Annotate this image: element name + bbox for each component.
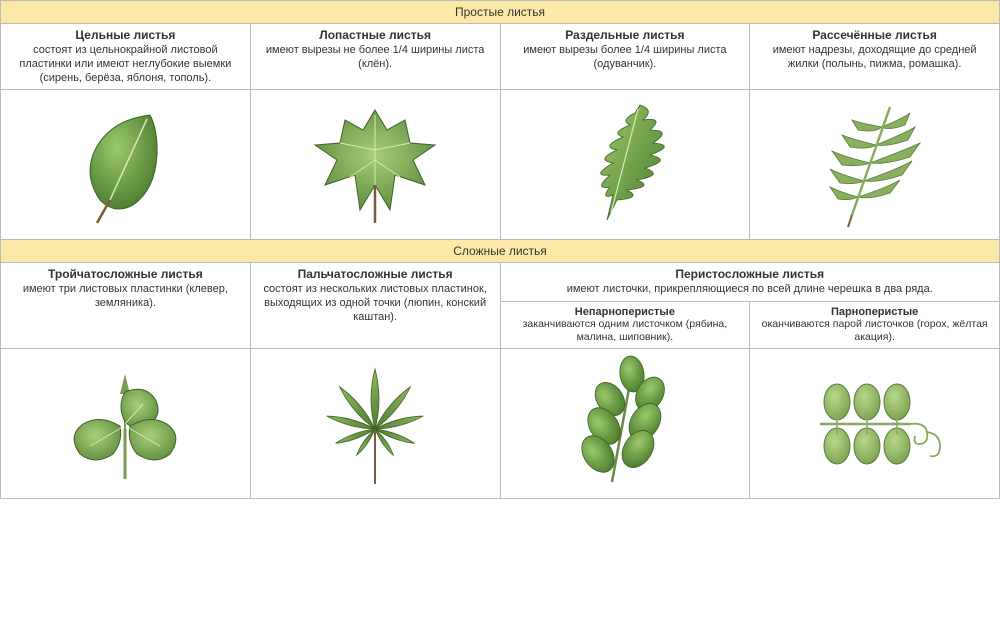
simple-type-3: Рассечённые листья имеют надрезы, доходя… <box>750 24 1000 90</box>
simple-header: Простые листья <box>1 1 1000 24</box>
compound-type-0: Тройчатосложные листья имеют три листовы… <box>1 263 251 349</box>
compound-subtype-0: Непарноперистые заканчиваются одним лист… <box>500 302 750 349</box>
leaf-image-odd-pinnate <box>500 349 750 499</box>
type-desc: состоят из цельнокрайной листовой пласти… <box>7 44 244 85</box>
trifoliate-leaf-icon <box>45 354 205 494</box>
type-title: Цельные листья <box>7 28 244 42</box>
simple-types-row: Цельные листья состоят из цельнокрайной … <box>1 24 1000 90</box>
type-title: Раздельные листья <box>507 28 744 42</box>
compound-header: Сложные листья <box>1 240 1000 263</box>
compound-subtype-1: Парноперистые оканчиваются парой листочк… <box>750 302 1000 349</box>
simple-images-row <box>1 90 1000 240</box>
type-title: Пальчатосложные листья <box>257 267 494 281</box>
compound-images-row <box>1 349 1000 499</box>
type-desc: имеют надрезы, доходящие до средней жилк… <box>756 44 993 72</box>
type-desc: имеют три листовых пластинки (клевер, зе… <box>7 283 244 311</box>
odd-pinnate-leaf-icon <box>560 354 690 494</box>
simple-type-0: Цельные листья состоят из цельнокрайной … <box>1 24 251 90</box>
subtype-title: Непарноперистые <box>507 306 744 318</box>
type-title: Тройчатосложные листья <box>7 267 244 281</box>
simple-header-row: Простые листья <box>1 1 1000 24</box>
subtype-title: Парноперистые <box>756 306 993 318</box>
even-pinnate-leaf-icon <box>795 354 955 494</box>
palmate-leaf-icon <box>285 354 465 494</box>
compound-types-row: Тройчатосложные листья имеют три листовы… <box>1 263 1000 302</box>
subtype-desc: оканчиваются парой листочков (горох, жёл… <box>756 318 993 344</box>
type-desc: состоят из нескольких листовых пластинок… <box>257 283 494 324</box>
type-title: Перистосложные листья <box>507 267 994 281</box>
type-desc: имеют вырезы не более 1/4 ширины листа (… <box>257 44 494 72</box>
compound-type-1: Пальчатосложные листья состоят из нескол… <box>250 263 500 349</box>
leaf-image-entire <box>1 90 251 240</box>
divided-leaf-icon <box>565 95 685 235</box>
lobed-leaf-icon <box>295 95 455 235</box>
compound-header-row: Сложные листья <box>1 240 1000 263</box>
simple-type-1: Лопастные листья имеют вырезы не более 1… <box>250 24 500 90</box>
entire-leaf-icon <box>55 95 195 235</box>
leaf-classification-table: Простые листья Цельные листья состоят из… <box>0 0 1000 499</box>
dissected-leaf-icon <box>810 95 940 235</box>
leaf-image-palmate <box>250 349 500 499</box>
type-desc: имеют листочки, прикрепляющиеся по всей … <box>507 283 994 297</box>
leaf-image-trifoliate <box>1 349 251 499</box>
leaf-image-even-pinnate <box>750 349 1000 499</box>
simple-type-2: Раздельные листья имеют вырезы более 1/4… <box>500 24 750 90</box>
leaf-image-divided <box>500 90 750 240</box>
leaf-image-lobed <box>250 90 500 240</box>
type-desc: имеют вырезы более 1/4 ширины листа (оду… <box>507 44 744 72</box>
subtype-desc: заканчиваются одним листочком (рябина, м… <box>507 318 744 344</box>
type-title: Рассечённые листья <box>756 28 993 42</box>
leaf-image-dissected <box>750 90 1000 240</box>
compound-type-2: Перистосложные листья имеют листочки, пр… <box>500 263 1000 302</box>
type-title: Лопастные листья <box>257 28 494 42</box>
